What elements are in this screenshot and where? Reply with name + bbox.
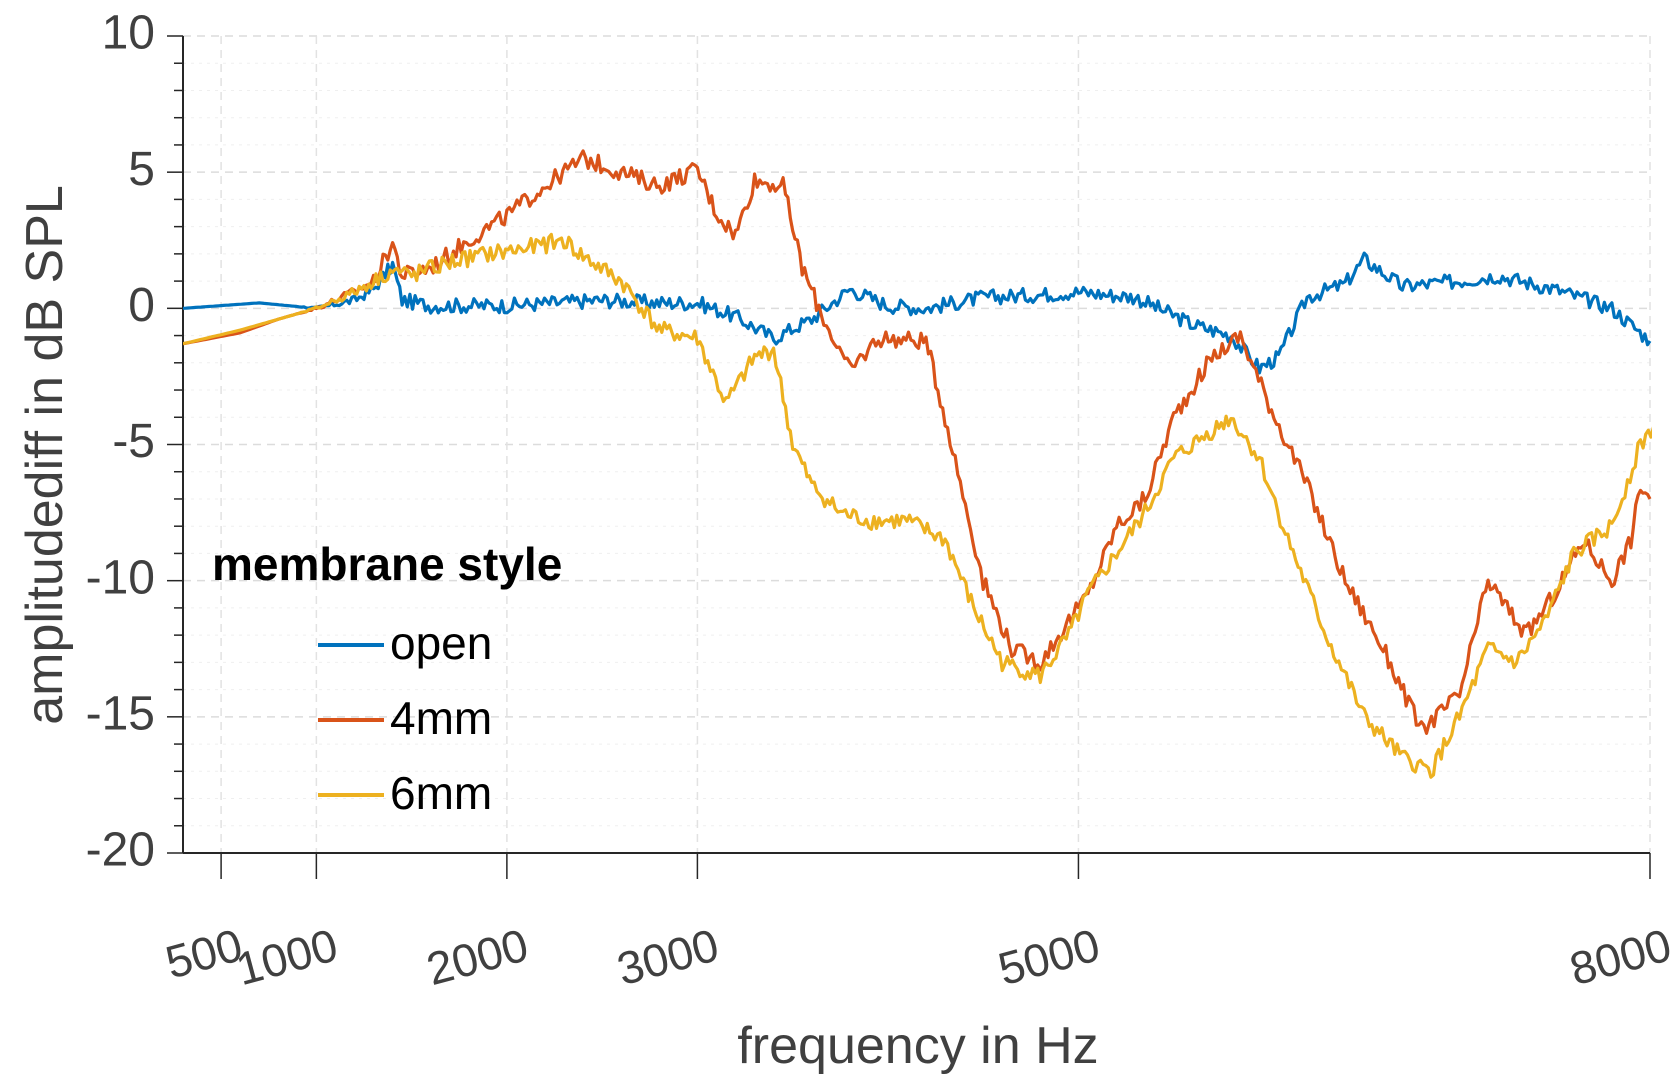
y-tick-label: -10 (86, 551, 155, 604)
series-line-6mm (183, 232, 1652, 779)
legend-title: membrane style (212, 538, 562, 590)
legend: membrane style open 4mm 6mm (212, 538, 562, 819)
series-layer (183, 149, 1652, 779)
x-tick-label: 3000 (612, 918, 724, 995)
y-tick-label: 5 (128, 143, 155, 196)
axes (167, 35, 1651, 879)
x-axis-label: frequency in Hz (737, 1017, 1098, 1075)
grid-lines (183, 35, 1651, 854)
y-tick-label: 10 (102, 7, 155, 60)
x-tick-label: 2000 (421, 918, 533, 995)
y-axis-label: amplitudediff in dB SPL (16, 185, 74, 725)
legend-label-open: open (390, 617, 492, 669)
y-tick-label: 0 (128, 279, 155, 332)
y-tick-label: -15 (86, 688, 155, 741)
y-tick-label: -5 (112, 415, 155, 468)
series-line-open (183, 251, 1652, 375)
legend-label-6mm: 6mm (390, 767, 492, 819)
y-tick-labels: 10 5 0 -5 -10 -15 -20 (86, 7, 155, 877)
x-tick-label: 8000 (1564, 918, 1670, 995)
y-tick-label: -20 (86, 824, 155, 877)
legend-label-4mm: 4mm (390, 692, 492, 744)
x-tick-label: 1000 (231, 918, 343, 995)
x-tick-label: 5000 (993, 918, 1105, 995)
